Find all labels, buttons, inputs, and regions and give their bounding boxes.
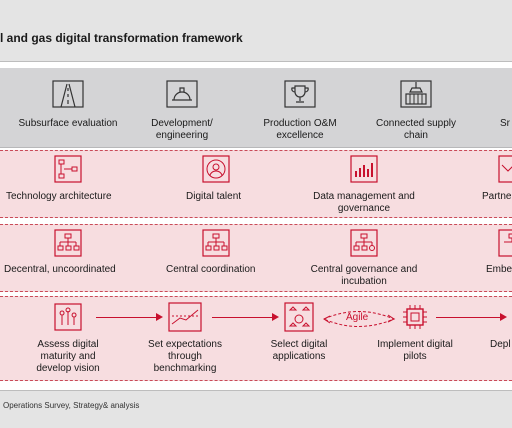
governance-embedded-cutoff: Embe (486, 264, 512, 275)
governance-band (0, 224, 512, 292)
process-assess: Assess digital maturity and develop visi… (36, 339, 100, 374)
applications-icon (284, 302, 314, 332)
architecture-icon (54, 155, 82, 183)
circuit-icon (54, 303, 82, 331)
governance-central: Central coordination (166, 264, 256, 275)
chip-icon (400, 302, 430, 332)
talent-icon (202, 155, 230, 183)
arrow-2-head (272, 313, 279, 321)
arrow-2 (212, 317, 274, 318)
agile-loop (318, 306, 400, 332)
process-benchmark: Set expectations through benchmarking (148, 339, 222, 374)
org-chart-icon (54, 229, 82, 257)
value-chain-cutoff: Sr (500, 118, 510, 129)
partnership-icon (498, 155, 512, 183)
hard-hat-icon (166, 80, 198, 108)
title-bar: l and gas digital transformation framewo… (0, 0, 512, 62)
trophy-icon (284, 80, 316, 108)
process-select: Select digital applications (270, 339, 328, 362)
enabler-technology: Technology architecture (6, 191, 112, 202)
process-implement: Implement digital pilots (377, 339, 453, 362)
enabler-talent: Digital talent (186, 191, 242, 202)
footer: Operations Survey, Strategy& analysis (0, 390, 512, 428)
enabler-data: Data management and governance (313, 191, 415, 214)
arrow-1-head (156, 313, 163, 321)
page-title: l and gas digital transformation framewo… (0, 31, 243, 45)
arrow-4-head (500, 313, 507, 321)
value-chain-production: Production O&M excellence (263, 118, 337, 141)
source-note: Operations Survey, Strategy& analysis (3, 401, 140, 410)
benchmark-chart-icon (168, 302, 202, 332)
arrow-1 (96, 317, 158, 318)
value-chain-supply: Connected supply chain (375, 118, 457, 141)
agile-label: Agile (346, 312, 369, 323)
org-chart-incubation-icon (350, 229, 378, 257)
arrow-4 (436, 317, 502, 318)
value-chain-subsurface: Subsurface evaluation (18, 118, 118, 129)
enablers-band (0, 150, 512, 218)
governance-decentral: Decentral, uncoordinated (4, 264, 116, 275)
governance-incubation: Central governance and incubation (310, 264, 418, 287)
org-chart-central-icon (202, 229, 230, 257)
road-icon (52, 80, 84, 108)
enabler-partner-cutoff: Partne allia (482, 191, 512, 202)
process-band (0, 296, 512, 381)
process-deploy-cutoff: Depl con (490, 339, 512, 350)
bar-chart-icon (350, 155, 378, 183)
org-chart-embedded-icon (498, 229, 512, 257)
crane-container-icon (400, 80, 432, 108)
value-chain-development: Development/ engineering (151, 118, 213, 141)
